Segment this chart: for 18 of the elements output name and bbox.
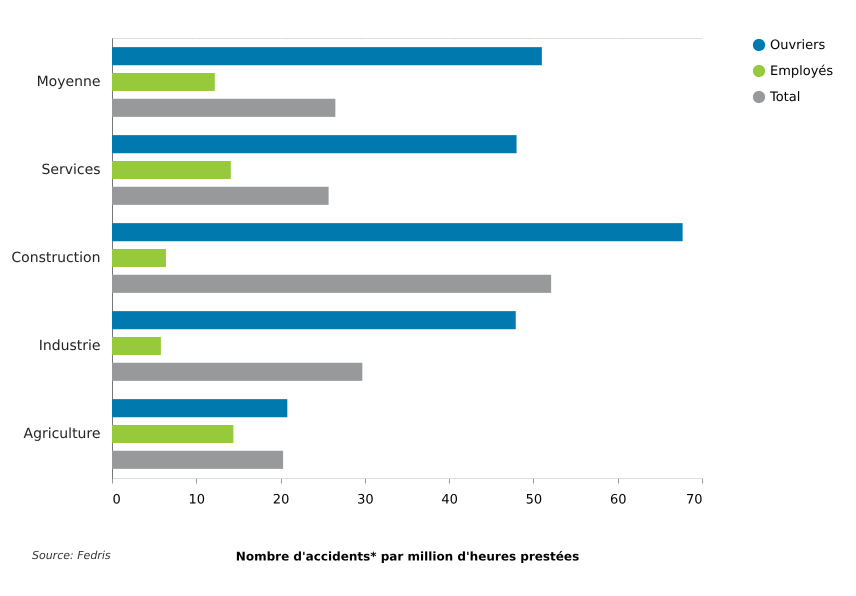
- x-tick-label: 10: [188, 492, 206, 508]
- y-tick-label: Construction: [11, 250, 100, 266]
- x-tick-label: 20: [272, 492, 290, 508]
- x-tick-label: 70: [686, 492, 702, 508]
- y-tick-label: Agriculture: [24, 426, 100, 442]
- x-tick-label: 50: [526, 492, 542, 508]
- y-tick-label: Industrie: [38, 338, 100, 354]
- legend-label: Ouvriers: [770, 38, 826, 53]
- x-tick-label: 60: [610, 492, 626, 508]
- legend-label: Total: [769, 90, 800, 105]
- y-tick-label: Services: [41, 162, 100, 178]
- x-tick-label: 30: [357, 492, 374, 508]
- source-note: Source: Fedris: [32, 549, 111, 562]
- x-axis-title: Nombre d'accidents* par million d'heures prestées: [236, 550, 580, 564]
- y-tick-label: Moyenne: [36, 74, 100, 90]
- x-tick-label: 0: [112, 492, 121, 508]
- legend-label: Employés: [770, 64, 834, 79]
- x-tick-label: 40: [441, 492, 458, 508]
